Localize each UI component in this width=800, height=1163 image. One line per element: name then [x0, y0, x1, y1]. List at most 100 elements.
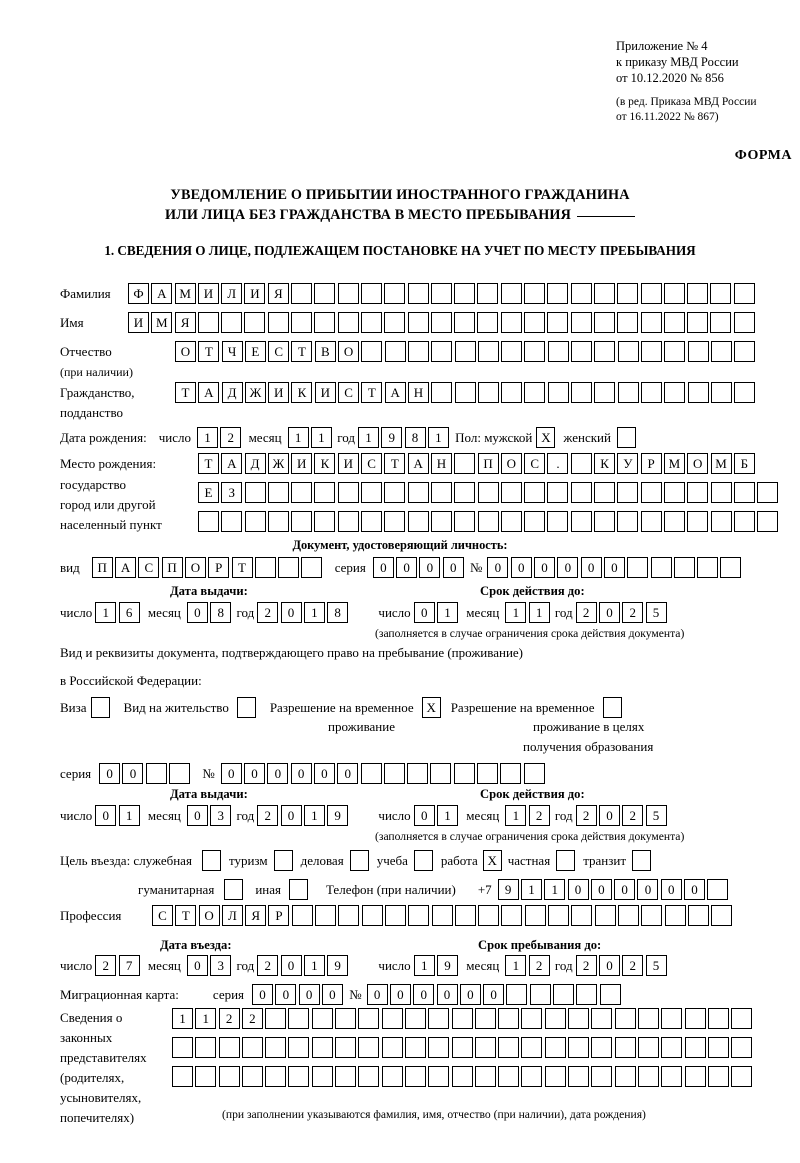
doc-kind-boxes-cell[interactable]: Т: [231, 557, 253, 578]
reps-boxes-3-cell[interactable]: [288, 1066, 310, 1087]
patronymic-boxes-cell[interactable]: [547, 341, 569, 362]
doc-number-boxes-cell[interactable]: 0: [487, 557, 509, 578]
phone-boxes-cell[interactable]: 0: [590, 879, 612, 900]
profession-boxes-cell[interactable]: [338, 905, 360, 926]
reps-boxes-3-cell[interactable]: [428, 1066, 450, 1087]
doc-number-boxes-cell[interactable]: [720, 557, 742, 578]
citizenship-boxes-cell[interactable]: А: [198, 382, 220, 403]
doc-issue-day-boxes-cell[interactable]: 1: [95, 602, 117, 623]
permit-valid-year-boxes-cell[interactable]: 0: [598, 805, 620, 826]
doc-kind-boxes-cell[interactable]: П: [161, 557, 183, 578]
birthplace-city-boxes-2-cell[interactable]: [291, 511, 313, 532]
doc-number-boxes-cell[interactable]: [697, 557, 719, 578]
doc-number-boxes-cell[interactable]: 0: [603, 557, 625, 578]
firstname-boxes-cell[interactable]: [221, 312, 243, 333]
mig-series-boxes-cell[interactable]: 0: [252, 984, 274, 1005]
birthplace-state-boxes-cell[interactable]: И: [291, 453, 313, 474]
firstname-boxes-cell[interactable]: [197, 312, 219, 333]
reps-boxes-2-cell[interactable]: [544, 1037, 566, 1058]
reps-boxes-2-cell[interactable]: [265, 1037, 287, 1058]
firstname-boxes-cell[interactable]: [337, 312, 359, 333]
birthplace-city-boxes-1-cell[interactable]: [594, 482, 616, 503]
birthplace-city-boxes-2-cell[interactable]: [663, 511, 685, 532]
phone-boxes-cell[interactable]: 0: [637, 879, 659, 900]
firstname-boxes-cell[interactable]: [547, 312, 569, 333]
reps-boxes-3-cell[interactable]: [684, 1066, 706, 1087]
mig-series-boxes-cell[interactable]: 0: [298, 984, 320, 1005]
firstname-boxes-cell[interactable]: [454, 312, 476, 333]
purpose-business-checkbox[interactable]: [349, 850, 369, 871]
reps-boxes-3-cell[interactable]: [498, 1066, 520, 1087]
entry-month-boxes-cell[interactable]: 0: [186, 955, 208, 976]
doc-series-boxes-cell[interactable]: 0: [419, 557, 441, 578]
profession-boxes-cell[interactable]: [687, 905, 709, 926]
birthplace-city-boxes-1-cell[interactable]: [337, 482, 359, 503]
permit-number-boxes-cell[interactable]: [407, 763, 429, 784]
birthplace-city-boxes-2-cell[interactable]: [361, 511, 383, 532]
reps-boxes-2-cell[interactable]: [661, 1037, 683, 1058]
temp-residence-edu-checkbox[interactable]: [602, 697, 622, 718]
firstname-boxes-cell[interactable]: [663, 312, 685, 333]
birth-year-boxes-cell[interactable]: 1: [357, 427, 379, 448]
birthplace-state-boxes-cell[interactable]: А: [407, 453, 429, 474]
birthplace-state-boxes-cell[interactable]: А: [221, 453, 243, 474]
purpose-humanitarian-checkbox[interactable]: [224, 879, 244, 900]
entry-year-boxes-cell[interactable]: 0: [280, 955, 302, 976]
phone-boxes-cell[interactable]: 9: [497, 879, 519, 900]
doc-series-boxes-cell[interactable]: 0: [442, 557, 464, 578]
reps-boxes-3-cell[interactable]: [614, 1066, 636, 1087]
reps-boxes-1-cell[interactable]: [591, 1008, 613, 1029]
citizenship-boxes-cell[interactable]: К: [291, 382, 313, 403]
reps-boxes-2[interactable]: [172, 1037, 754, 1058]
reps-boxes-3-cell[interactable]: [591, 1066, 613, 1087]
purpose-work-checkbox[interactable]: X: [482, 850, 502, 871]
surname-boxes-cell[interactable]: М: [174, 283, 196, 304]
doc-valid-year-boxes-cell[interactable]: 5: [645, 602, 667, 623]
reps-boxes-3-cell[interactable]: [218, 1066, 240, 1087]
entry-month-boxes-cell[interactable]: 3: [210, 955, 232, 976]
reps-boxes-1-cell[interactable]: [265, 1008, 287, 1029]
temp-residence-checkbox[interactable]: X: [421, 697, 441, 718]
firstname-boxes-cell[interactable]: [384, 312, 406, 333]
purpose-study-checkbox[interactable]: [413, 850, 433, 871]
doc-number-boxes-cell[interactable]: 0: [580, 557, 602, 578]
reps-boxes-3-cell[interactable]: [451, 1066, 473, 1087]
surname-boxes-cell[interactable]: [291, 283, 313, 304]
entry-day-boxes-cell[interactable]: 7: [118, 955, 140, 976]
citizenship-boxes-cell[interactable]: [594, 382, 616, 403]
profession-boxes-cell[interactable]: [408, 905, 430, 926]
surname-boxes-cell[interactable]: [407, 283, 429, 304]
patronymic-boxes-cell[interactable]: О: [338, 341, 360, 362]
reps-boxes-1-cell[interactable]: [521, 1008, 543, 1029]
patronymic-boxes-cell[interactable]: [524, 341, 546, 362]
reps-boxes-3-cell[interactable]: [241, 1066, 263, 1087]
reps-boxes-1-cell[interactable]: [451, 1008, 473, 1029]
patronymic-boxes-cell[interactable]: Ч: [221, 341, 243, 362]
surname-boxes-cell[interactable]: Л: [221, 283, 243, 304]
profession-boxes-cell[interactable]: [548, 905, 570, 926]
reps-boxes-1-cell[interactable]: [358, 1008, 380, 1029]
citizenship-boxes-cell[interactable]: [547, 382, 569, 403]
patronymic-boxes-cell[interactable]: [477, 341, 499, 362]
phone-boxes-cell[interactable]: 0: [660, 879, 682, 900]
patronymic-boxes-cell[interactable]: [710, 341, 732, 362]
birthplace-state-boxes-cell[interactable]: Ж: [267, 453, 289, 474]
phone-boxes-cell[interactable]: 1: [520, 879, 542, 900]
surname-boxes-cell[interactable]: [617, 283, 639, 304]
doc-number-boxes-cell[interactable]: 0: [557, 557, 579, 578]
permit-valid-day-boxes-cell[interactable]: 0: [413, 805, 435, 826]
birthplace-city-boxes-1-cell[interactable]: Е: [198, 482, 219, 503]
patronymic-boxes-cell[interactable]: [734, 341, 756, 362]
patronymic-boxes-cell[interactable]: [617, 341, 639, 362]
permit-series-boxes-cell[interactable]: 0: [122, 763, 144, 784]
reps-boxes-2-cell[interactable]: [335, 1037, 357, 1058]
entry-year-boxes-cell[interactable]: 2: [257, 955, 279, 976]
